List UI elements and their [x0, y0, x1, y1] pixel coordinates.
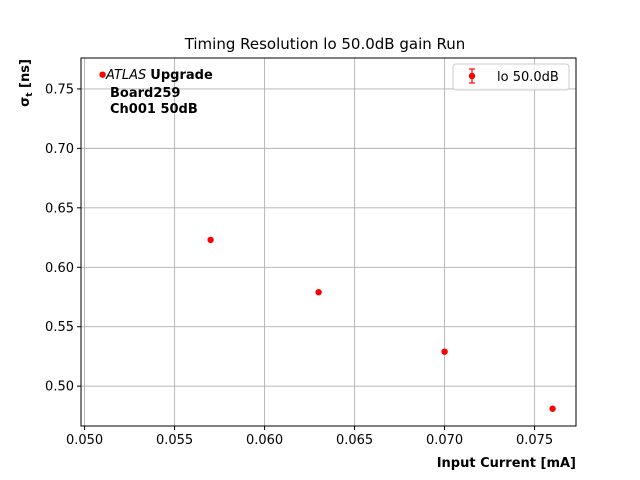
chart-title: Timing Resolution lo 50.0dB gain Run	[184, 35, 466, 53]
board-label: Board259	[110, 86, 180, 101]
y-axis-label-subscript: t	[25, 92, 35, 97]
data-point	[549, 405, 556, 412]
data-point	[99, 71, 106, 78]
x-axis-ticks: 0.050 0.055 0.060 0.065 0.070 0.075	[66, 426, 553, 448]
y-tick-label: 0.70	[45, 142, 74, 157]
x-tick-label: 0.055	[156, 433, 193, 448]
y-tick-label: 0.75	[45, 82, 74, 97]
y-tick-label: 0.55	[45, 320, 74, 335]
atlas-annotation: ATLAS Upgrade Board259 Ch001 50dB	[105, 68, 213, 117]
y-axis-ticks: 0.50 0.55 0.60 0.65 0.70 0.75	[45, 82, 81, 395]
x-tick-label: 0.065	[336, 433, 373, 448]
x-axis-label: Input Current [mA]	[437, 456, 576, 471]
channel-label: Ch001 50dB	[110, 102, 198, 117]
y-axis-label-unit: [ns]	[18, 59, 33, 92]
y-tick-label: 0.60	[45, 261, 74, 276]
legend-box	[452, 63, 570, 91]
atlas-label: ATLAS Upgrade	[105, 68, 213, 83]
grid	[81, 58, 576, 426]
upgrade-word: Upgrade	[150, 68, 213, 83]
x-tick-label: 0.060	[246, 433, 283, 448]
data-points	[99, 71, 556, 412]
x-tick-label: 0.050	[66, 433, 103, 448]
plot-frame	[80, 57, 577, 427]
data-point	[207, 236, 214, 244]
legend: lo 50.0dB	[452, 63, 570, 91]
x-tick-label: 0.075	[516, 433, 553, 448]
y-axis-label: σt [ns]	[18, 59, 35, 107]
y-tick-label: 0.65	[45, 201, 74, 216]
data-point	[441, 348, 448, 355]
legend-label: lo 50.0dB	[497, 70, 559, 85]
atlas-word: ATLAS	[105, 68, 146, 83]
x-tick-label: 0.070	[426, 433, 463, 448]
y-axis-label-symbol: σ	[18, 97, 33, 107]
y-tick-label: 0.50	[45, 380, 74, 395]
legend-marker	[468, 72, 476, 80]
data-point	[315, 289, 322, 296]
